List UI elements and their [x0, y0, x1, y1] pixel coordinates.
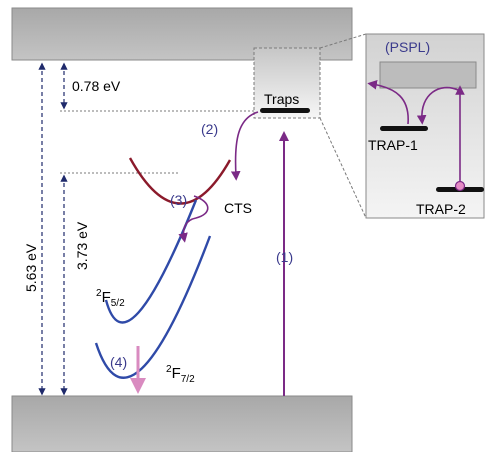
trap-2-label: TRAP-2	[416, 201, 466, 217]
traps-box	[253, 47, 321, 119]
energy-label-078: 0.78 eV	[72, 78, 121, 94]
trap-1-label: TRAP-1	[368, 137, 418, 153]
energy-label-373: 3.73 eV	[74, 221, 90, 270]
emission-arrowhead	[130, 378, 146, 394]
step-4-label: (4)	[110, 354, 127, 370]
trap-to-cts-arrow	[230, 111, 259, 181]
zoom-line-top	[319, 33, 367, 49]
step-3-label: (3)	[170, 192, 187, 208]
inset-conduction-band	[379, 61, 477, 89]
inset-title: (PSPL)	[385, 39, 430, 55]
traps-label: Traps	[264, 91, 299, 107]
f72-label: 2F7/2	[166, 364, 195, 385]
inset-arrow-trap1-out	[367, 80, 409, 125]
zoom-line-bottom	[319, 117, 367, 219]
cts-label: CTS	[224, 200, 252, 216]
inset-arrow-to-trap1	[416, 86, 459, 125]
step-1-label: (1)	[276, 249, 293, 265]
trap-2-electron	[454, 180, 466, 192]
energy-label-563: 5.63 eV	[23, 243, 39, 292]
f72-parabola	[94, 235, 212, 379]
trap-1-bar	[380, 126, 428, 131]
traps-level-bar	[260, 108, 310, 113]
step-2-label: (2)	[201, 121, 218, 137]
cts-to-f52-arrow	[178, 195, 209, 243]
cts-parabola	[128, 157, 232, 205]
f52-label: 2F5/2	[96, 288, 125, 309]
valence-band	[11, 395, 353, 452]
